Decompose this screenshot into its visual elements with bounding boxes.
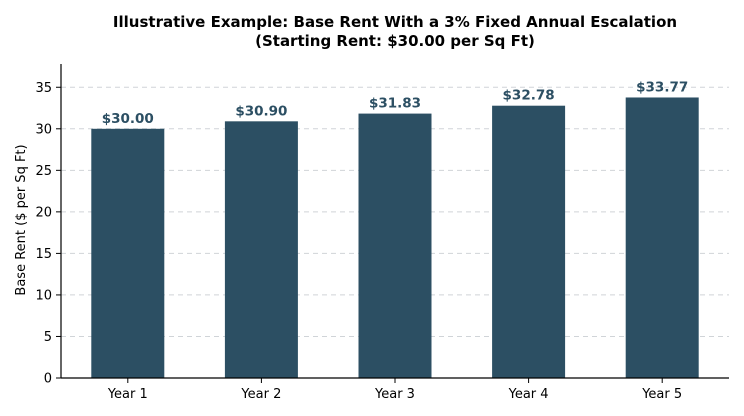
- x-tick-label: Year 2: [240, 387, 281, 402]
- x-tick-label: Year 3: [374, 387, 415, 402]
- bar: [224, 121, 298, 379]
- y-tick-label: 20: [35, 205, 52, 220]
- x-tick-label: Year 5: [641, 387, 682, 402]
- y-tick-label: 15: [35, 247, 52, 262]
- chart-subtitle: (Starting Rent: $30.00 per Sq Ft): [255, 32, 535, 50]
- bar-value-label: $31.83: [369, 96, 421, 112]
- y-tick-label: 30: [35, 122, 52, 137]
- bar-value-label: $30.00: [102, 111, 154, 127]
- y-tick-label: 5: [44, 330, 52, 345]
- x-tick-label: Year 1: [107, 387, 148, 402]
- y-tick-label: 25: [35, 164, 52, 179]
- bar: [91, 128, 165, 378]
- y-axis-label: Base Rent ($ per Sq Ft): [14, 144, 29, 295]
- chart-title: Illustrative Example: Base Rent With a 3…: [113, 13, 677, 31]
- y-tick-label: 0: [44, 372, 52, 387]
- y-tick-label: 10: [35, 288, 52, 303]
- bar: [492, 105, 566, 378]
- bar-value-label: $33.77: [636, 79, 688, 95]
- bar: [358, 113, 432, 378]
- x-tick-label: Year 4: [508, 387, 549, 402]
- data-labels: $30.00 $30.90 $31.83 $32.78 $33.77: [102, 79, 689, 126]
- bar: [625, 97, 699, 379]
- axes: Year 1 Year 2 Year 3 Year 4 Year 5 0 5 10 15 20 25…: [35, 64, 729, 402]
- bars: [91, 97, 699, 379]
- bar-value-label: $32.78: [503, 88, 555, 104]
- bar-value-label: $30.90: [235, 103, 287, 119]
- y-tick-label: 35: [35, 81, 52, 96]
